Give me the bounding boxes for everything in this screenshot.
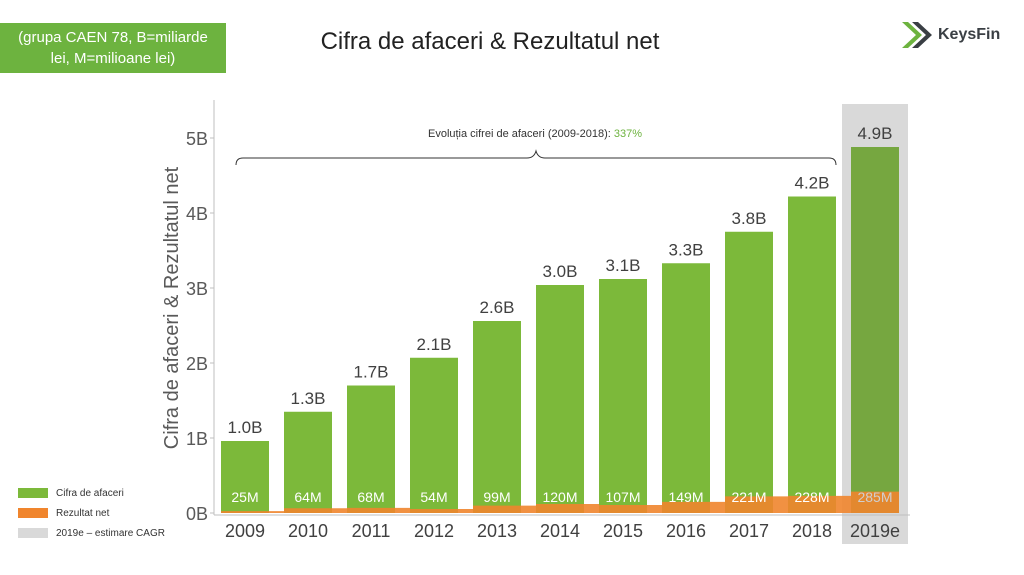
x-tick-label-2017: 2017 (729, 521, 769, 541)
x-tick-label-2019e: 2019e (850, 521, 900, 541)
turnover-label-2017: 3.8B (732, 209, 767, 228)
turnover-bar-2015 (599, 279, 647, 513)
net-result-label-2012: 54M (420, 489, 447, 505)
brand-logo: KeysFin (900, 20, 1000, 50)
annotation-brace (235, 149, 837, 166)
turnover-bar-2019e (851, 147, 899, 513)
x-tick-label-2014: 2014 (540, 521, 580, 541)
turnover-bar-2014 (536, 285, 584, 513)
turnover-label-2009: 1.0B (228, 418, 263, 437)
x-tick-label-2015: 2015 (603, 521, 643, 541)
x-tick-label-2010: 2010 (288, 521, 328, 541)
net-result-label-2009: 25M (231, 489, 258, 505)
net-result-label-2016: 149M (668, 489, 703, 505)
x-tick-label-2013: 2013 (477, 521, 517, 541)
y-tick-label: 2B (186, 354, 208, 374)
net-result-label-2017: 221M (731, 489, 766, 505)
unit-note: (grupa CAEN 78, B=miliarde lei, M=milioa… (0, 23, 226, 73)
net-result-label-2011: 68M (357, 489, 384, 505)
y-tick-label: 0B (186, 504, 208, 524)
y-axis-title: Cifra de afaceri & Rezultatul net (161, 166, 183, 449)
net-result-label-2013: 99M (483, 489, 510, 505)
y-tick-label: 5B (186, 129, 208, 149)
x-axis-ticks: 2009 2010 2011 2012 2013 2014 2015 2016 2017 2018… (225, 521, 900, 541)
legend-swatch-net-result (18, 508, 48, 518)
net-result-label-2010: 64M (294, 489, 321, 505)
brand-name: KeysFin (938, 26, 1001, 43)
annotation-text: Evoluția cifrei de afaceri (2009-2018): … (428, 128, 642, 140)
turnover-label-2013: 2.6B (480, 298, 515, 317)
turnover-label-2019e: 4.9B (858, 124, 893, 143)
legend-swatch-estimate (18, 528, 48, 538)
turnover-bar-2018 (788, 196, 836, 513)
net-result-label-2018: 228M (794, 489, 829, 505)
net-result-area-shape (221, 491, 899, 513)
turnover-bar-2017 (725, 231, 773, 513)
x-tick-label-2009: 2009 (225, 521, 265, 541)
turnover-bar-2012 (410, 357, 458, 513)
turnover-label-2018: 4.2B (795, 174, 830, 193)
turnover-label-2015: 3.1B (606, 256, 641, 275)
net-result-area (221, 491, 899, 513)
keysfin-logo-icon (902, 22, 932, 48)
x-tick-label-2016: 2016 (666, 521, 706, 541)
chart-title: Cifra de afaceri & Rezultatul net (320, 28, 660, 55)
y-tick-label: 1B (186, 429, 208, 449)
legend-item-estimate: 2019e – estimare CAGR (18, 524, 165, 542)
legend-label-turnover: Cifra de afaceri (56, 487, 124, 499)
turnover-bars (221, 147, 899, 513)
turnover-label-2016: 3.3B (669, 240, 704, 259)
legend-label-net-result: Rezultat net (56, 507, 110, 519)
turnover-bar-2010 (284, 411, 332, 513)
legend: Cifra de afaceri Rezultat net 2019e – es… (18, 484, 165, 544)
turnover-bar-2011 (347, 385, 395, 513)
net-result-label-2015: 107M (605, 489, 640, 505)
y-tick-label: 3B (186, 279, 208, 299)
y-tick-label: 4B (186, 204, 208, 224)
net-result-labels: 25M 64M 68M 54M 99M 120M 107M 149M 221M 228M 285M (231, 489, 892, 505)
turnover-labels: 1.0B 1.3B 1.7B 2.1B 2.6B 3.0B 3.1B 3.3B 3.8B 4.2B… (228, 124, 893, 437)
turnover-bar-2016 (662, 263, 710, 513)
annotation-value: 337% (614, 128, 642, 140)
turnover-label-2014: 3.0B (543, 262, 578, 281)
turnover-label-2010: 1.3B (291, 389, 326, 408)
y-axis-ticks: 0B 1B 2B 3B 4B 5B (186, 129, 214, 524)
legend-item-turnover: Cifra de afaceri (18, 484, 165, 502)
turnover-bar-2009 (221, 441, 269, 513)
turnover-label-2012: 2.1B (417, 335, 452, 354)
legend-swatch-turnover (18, 488, 48, 498)
legend-label-estimate: 2019e – estimare CAGR (56, 527, 165, 539)
x-tick-label-2011: 2011 (352, 521, 391, 541)
turnover-bar-2013 (473, 321, 521, 513)
turnover-label-2011: 1.7B (354, 363, 389, 382)
x-tick-label-2012: 2012 (414, 521, 454, 541)
net-result-label-2019e: 285M (857, 489, 892, 505)
net-result-label-2014: 120M (542, 489, 577, 505)
annotation-label: Evoluția cifrei de afaceri (2009-2018): (428, 128, 614, 140)
legend-item-net-result: Rezultat net (18, 504, 165, 522)
x-tick-label-2018: 2018 (792, 521, 832, 541)
